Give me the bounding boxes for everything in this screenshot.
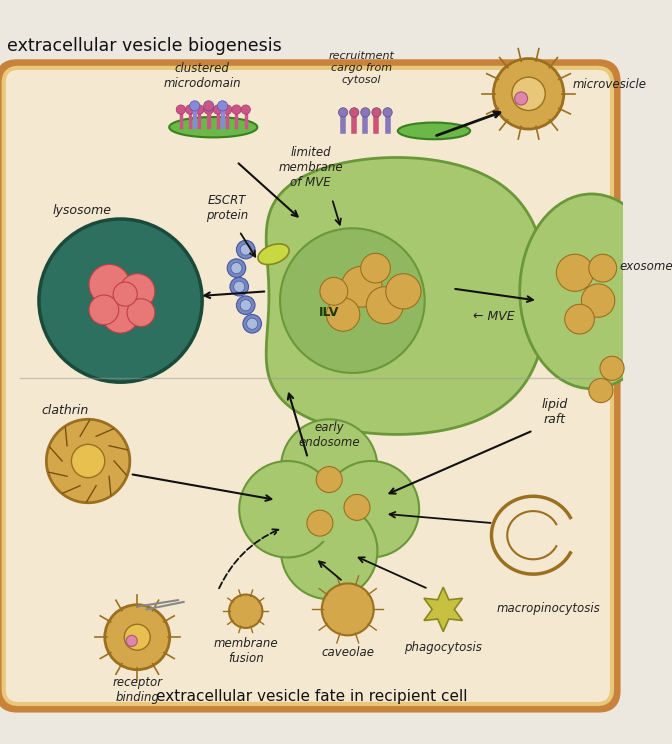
Circle shape (349, 108, 359, 117)
Circle shape (89, 295, 119, 324)
Circle shape (323, 461, 419, 557)
Circle shape (190, 100, 200, 111)
Ellipse shape (169, 117, 257, 138)
Circle shape (341, 266, 382, 307)
Circle shape (89, 264, 130, 305)
Circle shape (185, 105, 195, 115)
Text: limited
membrane
of MVE: limited membrane of MVE (278, 147, 343, 189)
Ellipse shape (258, 244, 289, 265)
Circle shape (564, 304, 595, 334)
Circle shape (237, 240, 255, 259)
Ellipse shape (398, 123, 470, 139)
Text: ← MVE: ← MVE (473, 310, 515, 323)
Text: ESCRT
protein: ESCRT protein (206, 193, 249, 222)
FancyBboxPatch shape (0, 64, 616, 708)
Circle shape (589, 254, 617, 282)
Circle shape (600, 356, 624, 380)
Circle shape (327, 298, 360, 331)
Circle shape (322, 583, 374, 635)
Circle shape (589, 379, 613, 403)
Text: caveolae: caveolae (321, 647, 374, 659)
Circle shape (102, 296, 139, 333)
Circle shape (320, 278, 347, 305)
Circle shape (366, 286, 403, 324)
Circle shape (218, 100, 228, 111)
Text: receptor
binding: receptor binding (112, 676, 163, 704)
Circle shape (317, 466, 342, 493)
Circle shape (383, 108, 392, 117)
Circle shape (297, 477, 362, 542)
Text: clathrin: clathrin (41, 403, 89, 417)
Circle shape (241, 105, 251, 115)
Text: lipid
raft: lipid raft (542, 398, 568, 426)
Text: extracellular vesicle biogenesis: extracellular vesicle biogenesis (7, 37, 282, 55)
Text: ILV: ILV (319, 306, 339, 319)
Circle shape (339, 108, 347, 117)
Circle shape (344, 495, 370, 520)
Text: phagocytosis: phagocytosis (405, 641, 482, 654)
Circle shape (515, 92, 528, 105)
Circle shape (581, 284, 615, 317)
Circle shape (39, 219, 202, 382)
Circle shape (240, 300, 251, 311)
Text: clustered
microdomain: clustered microdomain (163, 62, 241, 90)
Circle shape (493, 59, 564, 129)
Text: microvesicle: microvesicle (573, 78, 647, 91)
Text: early
endosome: early endosome (298, 421, 360, 449)
Circle shape (46, 420, 130, 503)
Circle shape (222, 105, 232, 115)
Circle shape (361, 253, 390, 283)
Circle shape (386, 274, 421, 309)
Circle shape (232, 105, 241, 115)
Circle shape (229, 594, 263, 628)
Circle shape (176, 105, 185, 115)
Circle shape (227, 259, 246, 278)
Circle shape (120, 274, 155, 309)
Circle shape (243, 315, 261, 333)
Circle shape (372, 108, 381, 117)
Circle shape (237, 296, 255, 315)
Circle shape (71, 444, 105, 478)
Polygon shape (266, 158, 547, 434)
Circle shape (234, 281, 245, 292)
Circle shape (307, 510, 333, 536)
Ellipse shape (519, 194, 663, 388)
Circle shape (556, 254, 593, 292)
Circle shape (126, 635, 137, 647)
Text: exosome: exosome (620, 260, 672, 273)
Circle shape (105, 605, 170, 670)
Text: membrane
fusion: membrane fusion (214, 637, 278, 665)
Text: recruitment
cargo from
cytosol: recruitment cargo from cytosol (329, 51, 394, 85)
Circle shape (281, 420, 378, 516)
Circle shape (127, 299, 155, 327)
Circle shape (512, 77, 545, 111)
Circle shape (230, 278, 249, 296)
Circle shape (113, 282, 137, 307)
Circle shape (361, 108, 370, 117)
Circle shape (213, 105, 222, 115)
Circle shape (204, 100, 214, 111)
Circle shape (231, 263, 242, 274)
Circle shape (240, 244, 251, 255)
Circle shape (204, 105, 213, 115)
Text: lysosome: lysosome (52, 204, 111, 217)
Circle shape (247, 318, 258, 330)
Polygon shape (424, 587, 462, 632)
Circle shape (280, 228, 425, 373)
Text: extracellular vesicle fate in recipient cell: extracellular vesicle fate in recipient … (156, 689, 467, 704)
Text: macropinocytosis: macropinocytosis (497, 602, 601, 615)
Circle shape (124, 624, 151, 650)
Circle shape (281, 503, 378, 599)
Circle shape (195, 105, 204, 115)
Circle shape (239, 461, 336, 557)
